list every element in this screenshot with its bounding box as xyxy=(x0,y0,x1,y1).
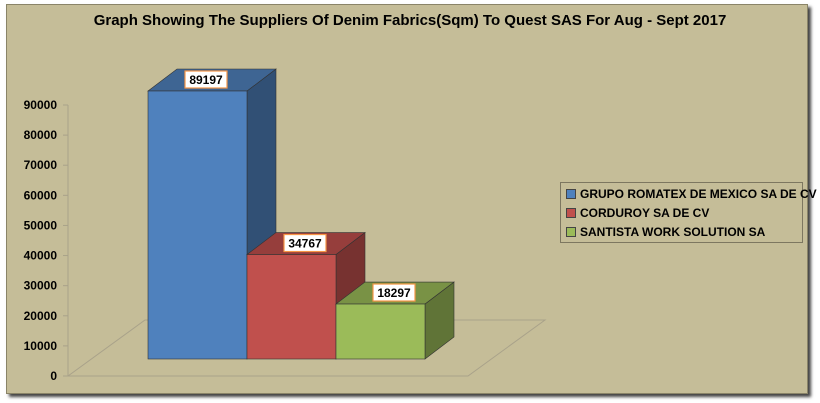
chart-title: Graph Showing The Suppliers Of Denim Fab… xyxy=(93,12,727,29)
y-tick-label: 20000 xyxy=(24,309,58,323)
legend-label: CORDUROY SA DE CV xyxy=(580,206,710,220)
y-tick-label: 0 xyxy=(50,369,57,383)
bar xyxy=(147,90,248,360)
data-label-box xyxy=(184,70,228,89)
y-tick-label: 40000 xyxy=(24,249,58,263)
y-tick-label: 80000 xyxy=(24,128,58,142)
data-label: 18297 xyxy=(377,286,411,300)
y-tick-label: 60000 xyxy=(24,188,58,202)
floor xyxy=(66,319,547,377)
legend: GRUPO ROMATEX DE MEXICO SA DE CV CORDURO… xyxy=(560,182,817,243)
y-tick-label: 90000 xyxy=(24,98,58,112)
legend-item: GRUPO ROMATEX DE MEXICO SA DE CV xyxy=(566,187,817,201)
legend-swatch xyxy=(566,208,576,218)
data-label: 89197 xyxy=(189,73,223,87)
legend-label: GRUPO ROMATEX DE MEXICO SA DE CV xyxy=(580,187,817,201)
data-label: 34767 xyxy=(288,237,322,251)
bar xyxy=(246,254,337,360)
y-tick-label: 50000 xyxy=(24,218,58,232)
y-tick-label: 70000 xyxy=(24,158,58,172)
data-label-box xyxy=(372,283,416,302)
legend-swatch xyxy=(566,189,576,199)
bar xyxy=(335,303,426,360)
y-tick-label: 30000 xyxy=(24,279,58,293)
legend-item: CORDUROY SA DE CV xyxy=(566,206,709,220)
data-label-box xyxy=(283,233,327,253)
y-tick-label: 10000 xyxy=(24,339,58,353)
legend-swatch xyxy=(566,227,576,237)
legend-label: SANTISTA WORK SOLUTION SA xyxy=(580,225,766,239)
legend-item: SANTISTA WORK SOLUTION SA xyxy=(566,225,765,239)
